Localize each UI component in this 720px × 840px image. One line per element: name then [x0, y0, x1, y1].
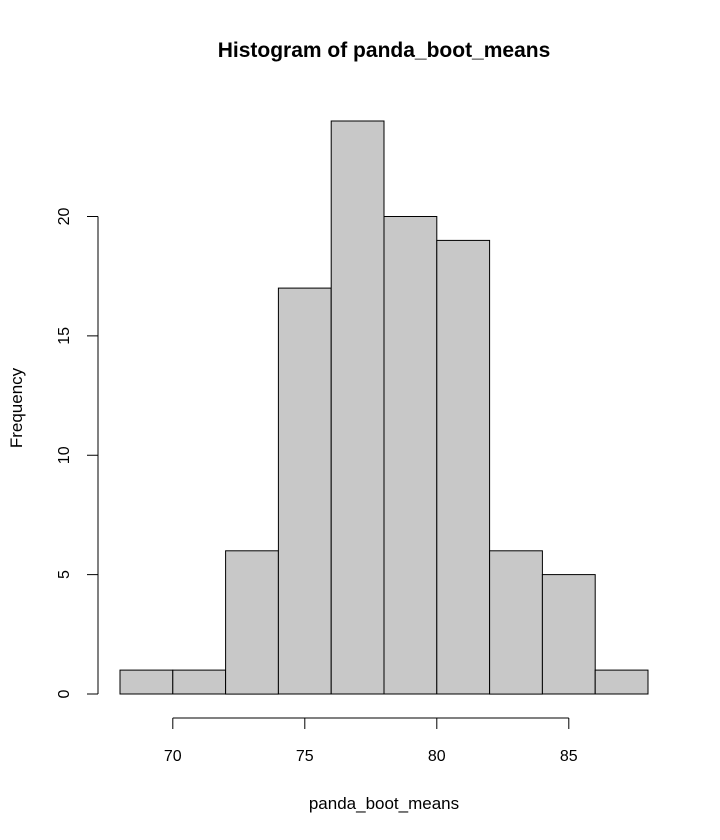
- y-tick-label: 20: [56, 208, 73, 226]
- histogram-bar-8: [541, 574, 596, 695]
- histogram-bar-5: [383, 216, 438, 695]
- x-tick-label: 70: [164, 748, 182, 765]
- chart-title: Histogram of panda_boot_means: [218, 39, 551, 62]
- y-tick-label: 10: [56, 446, 73, 464]
- x-axis-label: panda_boot_means: [309, 794, 459, 813]
- histogram-bar-3: [277, 287, 332, 695]
- x-tick-label: 80: [428, 748, 446, 765]
- y-tick-label: 5: [56, 570, 73, 579]
- y-axis: 0 5 10 15 20: [56, 208, 99, 698]
- x-tick-label: 85: [560, 748, 578, 765]
- histogram-bar-4: [330, 120, 385, 695]
- y-tick-label: 0: [56, 689, 73, 698]
- x-axis: 70 75 80 85: [164, 717, 578, 765]
- histogram-bar-9: [594, 669, 649, 695]
- histogram-bar-6: [436, 239, 491, 695]
- bars-group: [119, 120, 649, 695]
- histogram-bar-7: [489, 550, 543, 695]
- histogram-bar-1: [172, 669, 227, 695]
- histogram-bar-2: [225, 550, 279, 695]
- x-tick-label: 75: [296, 748, 314, 765]
- histogram-bar-0: [119, 669, 174, 695]
- y-tick-label: 15: [56, 327, 73, 345]
- y-axis-label: Frequency: [7, 367, 26, 448]
